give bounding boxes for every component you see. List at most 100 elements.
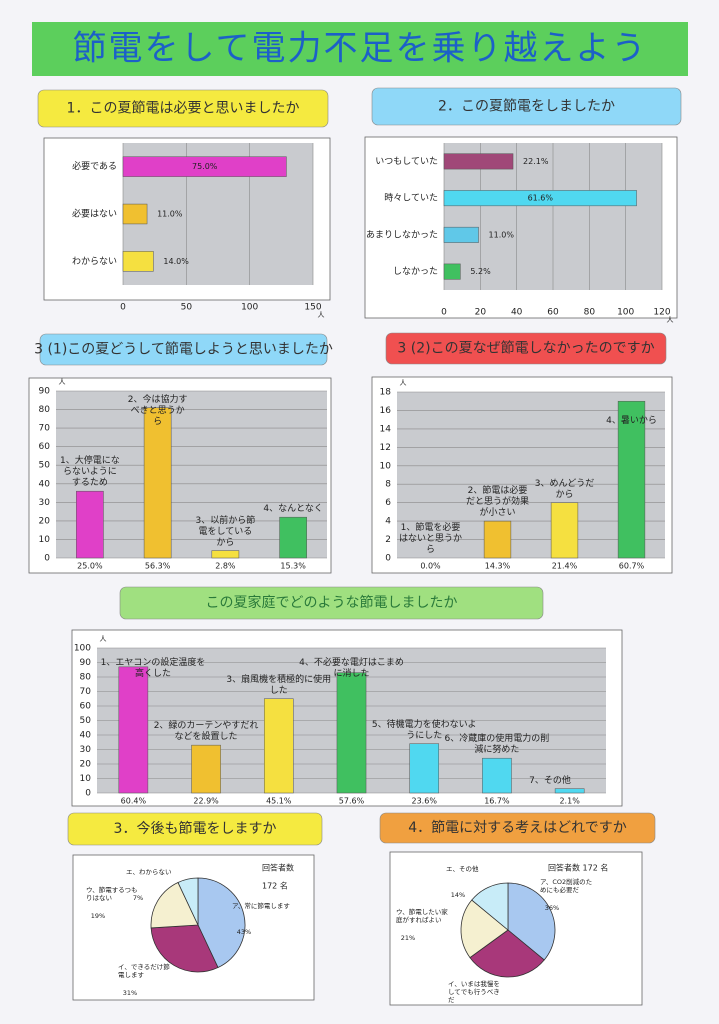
y-tick-label: 12 xyxy=(380,443,391,453)
category-label-box: 4、不必要な電灯はこまめに消した xyxy=(299,658,404,679)
bar xyxy=(443,153,514,170)
share-label: 15.3% xyxy=(280,562,306,571)
category-label: 6、冷蔵庫の使用電力の削減に努めた xyxy=(444,734,550,756)
slice-label-box: ア、CO2削減のためにも必要だ xyxy=(540,878,592,894)
title-pill xyxy=(379,812,656,844)
y-tick-label: 50 xyxy=(39,461,51,471)
axis-unit: 人 xyxy=(667,316,674,324)
annotation: 172 名 xyxy=(262,881,288,891)
bar xyxy=(409,743,440,794)
category-label-box: 5、待機電力を使わないようにした xyxy=(372,720,477,741)
slice-label: ア、常に節電します xyxy=(232,902,290,910)
category-label: いつもしていた xyxy=(375,156,438,167)
bar xyxy=(483,520,512,559)
category-label: 1、エヤコンの設定温度を高くした xyxy=(100,658,206,679)
axis-unit: 人 xyxy=(318,311,325,319)
y-tick-label: 30 xyxy=(80,745,92,755)
category-label: あまりしなかった xyxy=(366,229,438,240)
slice-label: ウ、節電したい家庭がすればよい xyxy=(396,908,448,924)
category-label: 2、緑のカーテンやすだれなどを設置した xyxy=(153,721,259,743)
x-tick-label: 40 xyxy=(511,308,523,318)
slice-value-label: 43% xyxy=(237,928,251,936)
slice-value-label: 31% xyxy=(123,989,137,997)
annotation: 回答者数 172 名 xyxy=(548,863,608,873)
share-label: 23.6% xyxy=(412,797,438,806)
chart-title: 3 (1)この夏どうして節電しようと思いましたか xyxy=(34,341,333,358)
bar xyxy=(211,550,240,559)
x-tick-label: 0 xyxy=(120,303,126,313)
y-tick-label: 16 xyxy=(380,406,392,416)
share-label: 25.0% xyxy=(77,562,103,571)
slice-value-label: 14% xyxy=(451,891,465,899)
share-label: 2.1% xyxy=(559,797,580,806)
y-tick-label: 90 xyxy=(39,387,51,397)
slice-label-box: エ、わからない xyxy=(126,868,172,876)
y-tick-label: 10 xyxy=(380,461,392,471)
y-tick-label: 60 xyxy=(80,702,92,712)
category-label: 2、節電は必要だと思うが効果が小さい xyxy=(465,486,529,519)
share-label: 45.1% xyxy=(266,797,292,806)
category-label: 時々していた xyxy=(384,193,438,204)
category-label-box: 4、暑いから xyxy=(606,416,657,426)
share-label: 56.3% xyxy=(145,562,171,571)
title-pill xyxy=(67,812,323,846)
bar xyxy=(118,666,149,794)
chart-title: 2．この夏節電をしましたか xyxy=(438,98,615,115)
y-tick-label: 20 xyxy=(80,760,92,770)
category-label: 必要である xyxy=(72,160,117,172)
category-label: 4、不必要な電灯はこまめに消した xyxy=(299,658,404,679)
bar xyxy=(191,744,221,794)
share-label: 2.8% xyxy=(215,562,236,571)
slice-label-box: ウ、節電するつもりはない xyxy=(86,886,138,902)
y-tick-label: 6 xyxy=(385,498,391,508)
pie-slice xyxy=(469,929,545,978)
x-tick-label: 150 xyxy=(304,303,321,313)
y-tick-label: 40 xyxy=(39,479,51,489)
share-label: 5.2% xyxy=(470,267,491,276)
pie-slice xyxy=(150,881,199,929)
category-label-box: 7、その他 xyxy=(529,776,571,786)
y-tick-label: 80 xyxy=(39,405,51,415)
title-banner xyxy=(32,22,688,76)
chart-title: 3．今後も節電をしますか xyxy=(114,820,277,837)
y-tick-label: 80 xyxy=(80,673,92,683)
y-tick-label: 30 xyxy=(39,498,51,508)
chart-title: この夏家庭でどのような節電しましたか xyxy=(206,594,458,611)
share-label: 14.0% xyxy=(163,257,189,266)
axis-unit: 人 xyxy=(59,378,66,386)
share-label: 0.0% xyxy=(420,562,441,571)
share-label: 60.4% xyxy=(121,797,147,806)
share-label: 75.0% xyxy=(192,162,218,171)
bar xyxy=(443,190,637,207)
title-pill xyxy=(37,89,329,128)
axis-unit: 人 xyxy=(100,635,107,643)
y-tick-label: 50 xyxy=(80,716,92,726)
y-tick-label: 2 xyxy=(385,535,391,545)
y-tick-label: 70 xyxy=(39,424,51,434)
category-label: 3、扇風機を積極的に使用した xyxy=(226,674,332,696)
category-label: 4、暑いから xyxy=(606,416,657,426)
y-tick-label: 60 xyxy=(39,442,51,452)
x-tick-label: 100 xyxy=(617,308,634,318)
axis-unit: 人 xyxy=(400,379,407,387)
bar xyxy=(336,672,367,794)
share-label: 14.3% xyxy=(485,562,511,571)
y-tick-label: 100 xyxy=(74,644,91,654)
slice-label: イ、いまは我慢をしてでも行うべきだ xyxy=(448,980,500,1004)
category-label-box: 3、扇風機を積極的に使用した xyxy=(226,674,332,696)
chart-title: 1．この夏節電は必要と思いましたか xyxy=(67,100,300,117)
bar xyxy=(143,407,172,559)
share-label: 22.1% xyxy=(523,157,549,166)
category-label: 1、節電を必要はないと思うから xyxy=(398,523,462,555)
y-tick-label: 14 xyxy=(380,424,392,434)
slice-value-label: 36% xyxy=(545,904,559,912)
pie-slice xyxy=(460,899,509,959)
title-pill xyxy=(119,586,544,620)
category-label: 4、なんとなく xyxy=(263,504,323,515)
category-label: 2、今は協力すべきと思うから xyxy=(127,395,188,427)
category-label-box: 4、なんとなく xyxy=(263,504,323,515)
category-label-box: 3、以前から節電をしているから xyxy=(196,516,256,548)
y-tick-label: 10 xyxy=(80,774,92,784)
category-label-box: 3、めんどうだから xyxy=(535,479,594,500)
slice-label-box: エ、その他 xyxy=(446,865,479,873)
